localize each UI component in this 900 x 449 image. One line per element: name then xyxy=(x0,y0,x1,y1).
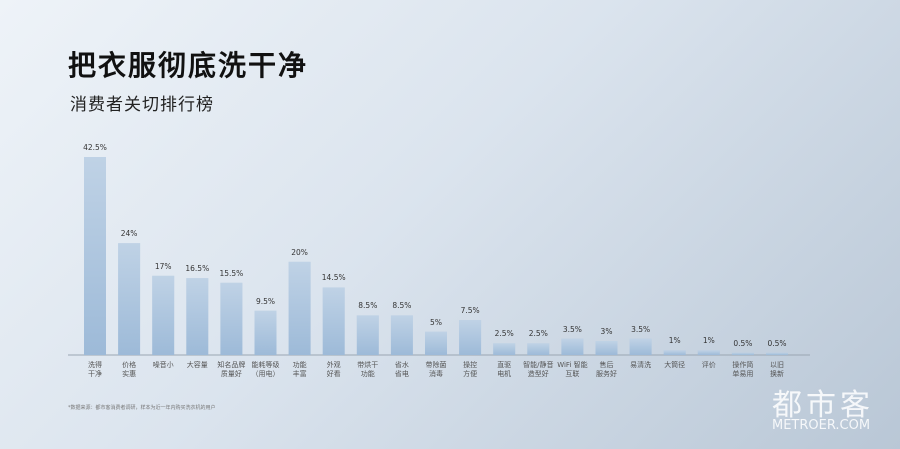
bar-shine xyxy=(186,278,209,355)
bar-shine xyxy=(152,275,175,355)
value-label: 1% xyxy=(702,336,715,346)
value-label: 24% xyxy=(120,229,138,239)
x-tick-label: 售后 服务好 xyxy=(596,361,617,378)
bar-shine xyxy=(697,350,720,355)
watermark: 都市客 xyxy=(772,388,874,423)
x-tick-label: 带除菌 消毒 xyxy=(425,361,447,378)
value-label: 0.5% xyxy=(733,338,753,348)
x-tick-label: 省水 省电 xyxy=(394,361,409,378)
value-label: 3% xyxy=(600,327,613,337)
x-tick-label: 外观 好看 xyxy=(326,361,341,378)
value-label: 15.5% xyxy=(219,268,244,278)
value-label: 0.5% xyxy=(767,338,787,348)
bar-shine xyxy=(595,341,618,355)
x-tick-label: 智能/静音 造型好 xyxy=(523,361,554,378)
x-tick-label: 以旧 换新 xyxy=(770,361,784,378)
x-tick-label: 功能 丰富 xyxy=(292,361,307,378)
value-label: 16.5% xyxy=(185,264,210,274)
x-tick-label: 带烘干 功能 xyxy=(357,361,379,378)
bar-shine xyxy=(118,243,141,355)
value-label: 8.5% xyxy=(392,301,412,311)
bar-shine xyxy=(254,310,277,355)
bar-shine xyxy=(629,338,652,355)
bar-shine xyxy=(220,282,243,355)
bar-shine xyxy=(322,287,345,355)
bar-shine xyxy=(527,343,550,355)
title: 把衣服彻底洗干净 xyxy=(68,49,309,82)
bar-shine xyxy=(561,338,584,355)
value-label: 3.5% xyxy=(562,324,582,334)
bar-shine xyxy=(731,352,754,355)
x-tick-label: 易清洗 xyxy=(630,361,652,369)
x-tick-label: 知名品牌 质量好 xyxy=(217,361,246,378)
watermark-site: METROER.COM xyxy=(772,418,871,433)
value-label: 42.5% xyxy=(83,143,107,152)
value-label: 14.5% xyxy=(321,273,346,283)
value-label: 1% xyxy=(668,336,681,346)
bar-shine xyxy=(766,352,788,355)
value-label: 9.5% xyxy=(255,296,276,306)
x-tick-label: 噪音小 xyxy=(152,361,174,369)
x-tick-label: 直驱 电机 xyxy=(497,361,512,378)
value-label: 7.5% xyxy=(460,306,480,316)
value-label: 2.5% xyxy=(528,329,548,339)
footnote: *数据来源：都市客消费者调研，样本为近一年内购买洗衣机的用户 xyxy=(68,405,216,411)
x-tick-label: 操作简 单易用 xyxy=(732,361,754,378)
x-tick-label: 评价 xyxy=(701,361,716,369)
bar-shine xyxy=(493,343,516,355)
bar-shine xyxy=(84,157,106,355)
bar-shine xyxy=(288,261,311,355)
value-label: 8.5% xyxy=(358,301,378,311)
x-tick-label: 大筒径 xyxy=(664,361,686,369)
value-label: 2.5% xyxy=(494,329,514,339)
bar-shine xyxy=(663,350,686,355)
value-label: 17% xyxy=(154,261,172,271)
value-label: 20% xyxy=(291,247,308,257)
value-label: 5% xyxy=(430,317,442,327)
x-tick-label: 洗得 干净 xyxy=(88,361,102,378)
bar-shine xyxy=(459,320,482,355)
x-tick-label: WiFi 智能 互联 xyxy=(557,361,588,378)
bar-shine xyxy=(356,315,379,355)
value-label: 3.5% xyxy=(631,324,651,334)
x-tick-label: 操控 方便 xyxy=(463,361,478,378)
x-tick-label: 价格 实惠 xyxy=(122,361,137,378)
x-tick-label: 大容量 xyxy=(186,361,208,369)
x-tick-label: 能耗等级 （用电） xyxy=(251,361,280,378)
bar-shine xyxy=(425,331,447,355)
subtitle: 消费者关切排行榜 xyxy=(70,95,214,115)
bar-shine xyxy=(390,315,413,355)
